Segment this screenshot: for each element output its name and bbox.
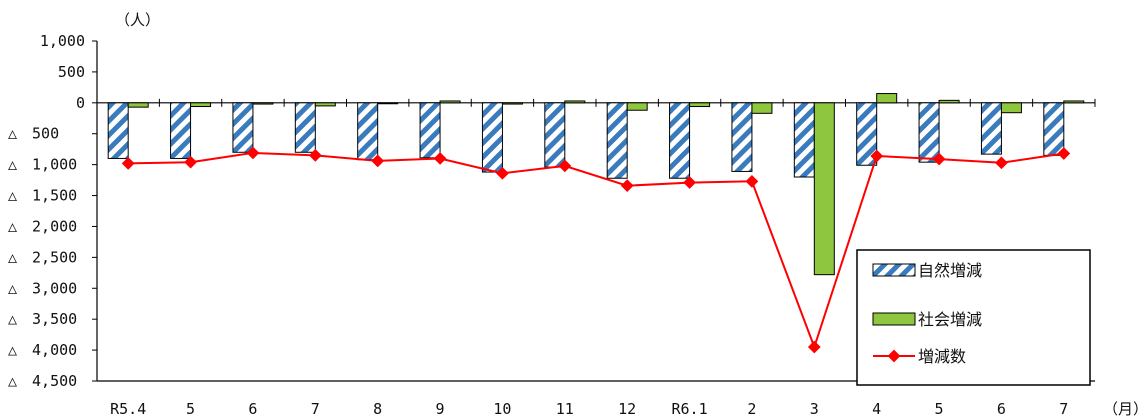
total-change-point: [745, 174, 759, 188]
natural-change-bar: [980, 102, 1002, 155]
social-change-bar: [190, 102, 212, 108]
y-tick-label: 500: [58, 63, 85, 81]
bars-layer: [107, 93, 1085, 276]
x-category-label: 3: [810, 400, 819, 418]
total-change-point: [496, 166, 509, 180]
social-change-bar: [377, 102, 399, 105]
x-category-label: 2: [747, 400, 756, 418]
total-change-point: [184, 155, 197, 169]
total-change-line: [128, 151, 1064, 351]
y-tick-label: △ 1,000: [8, 156, 77, 174]
social-change-bar: [564, 100, 586, 104]
x-category-label: 7: [311, 400, 320, 418]
natural-change-bar: [856, 102, 878, 166]
x-category-label: 5: [186, 400, 195, 418]
social-change-bar: [876, 93, 898, 104]
x-category-label: 10: [493, 400, 511, 418]
y-tick-label: △ 4,000: [8, 341, 77, 359]
natural-change-bar: [107, 102, 129, 159]
labels-layer: （人） （月） 1,000 500 0 △ 500 △ 1,000 △ 1,500 △ 2,…: [8, 11, 1144, 418]
x-category-label: 6: [997, 400, 1006, 418]
natural-change-bar: [731, 102, 753, 172]
social-change-bar: [501, 102, 523, 105]
y-tick-label: 0: [76, 94, 85, 112]
y-tick-label: △ 1,500: [8, 187, 77, 205]
total-change-point: [308, 149, 322, 162]
y-tick-label: △ 3,500: [8, 310, 77, 328]
natural-change-bar: [232, 102, 254, 153]
total-change-point: [995, 156, 1008, 170]
legend-swatch-natural: [872, 263, 916, 277]
x-unit-label: （月）: [1103, 400, 1144, 418]
x-category-label: R5.4: [110, 400, 146, 418]
natural-change-bar: [544, 102, 566, 168]
legend-label-social: 社会増減: [918, 310, 982, 329]
y-tick-label: 1,000: [40, 32, 85, 50]
social-change-bar: [689, 102, 711, 108]
x-category-label: R6.1: [672, 400, 708, 418]
total-change-point: [433, 152, 447, 165]
x-category-label: 7: [1059, 400, 1068, 418]
natural-change-bar: [669, 102, 691, 179]
natural-change-bar: [294, 102, 316, 153]
social-change-bar: [938, 99, 960, 104]
y-tick-label: △ 3,000: [8, 279, 77, 297]
natural-change-bar: [1043, 102, 1065, 156]
x-category-label: 6: [248, 400, 257, 418]
natural-change-bar: [793, 102, 815, 178]
social-change-bar: [1063, 100, 1085, 104]
total-change-point: [121, 157, 135, 170]
total-change-point: [807, 340, 821, 354]
natural-change-bar: [606, 102, 628, 179]
total-change-point: [1057, 147, 1071, 160]
social-change-bar: [626, 102, 648, 111]
social-change-bar: [252, 102, 274, 105]
y-tick-label: △ 2,000: [8, 217, 77, 235]
legend-swatch-social: [872, 312, 916, 326]
social-change-bar: [813, 102, 835, 276]
legend: 自然増減 社会増減 増減数: [856, 249, 1091, 386]
legend-label-natural: 自然増減: [918, 261, 982, 280]
x-category-label: 9: [436, 400, 445, 418]
social-change-bar: [751, 102, 773, 114]
social-change-bar: [127, 102, 149, 108]
social-change-bar: [439, 100, 461, 104]
social-change-bar: [1000, 102, 1022, 114]
x-category-label: 5: [935, 400, 944, 418]
y-tick-label: △ 500: [8, 125, 59, 143]
x-category-label: 8: [373, 400, 382, 418]
y-tick-label: △ 2,500: [8, 248, 77, 266]
x-category-label: 11: [556, 400, 574, 418]
x-category-label: 12: [618, 400, 636, 418]
natural-change-bar: [170, 102, 192, 159]
social-change-bar: [314, 102, 336, 107]
natural-change-bar: [918, 102, 940, 163]
line-layer: [121, 146, 1071, 354]
y-tick-label: △ 4,500: [8, 372, 77, 390]
natural-change-bar: [481, 102, 503, 173]
legend-label-total: 増減数: [918, 347, 966, 366]
total-change-point: [371, 154, 385, 168]
natural-change-bar: [419, 102, 441, 159]
x-category-label: 4: [872, 400, 881, 418]
total-change-point: [620, 179, 634, 193]
y-unit-label: （人）: [115, 11, 160, 29]
natural-change-bar: [357, 102, 379, 161]
